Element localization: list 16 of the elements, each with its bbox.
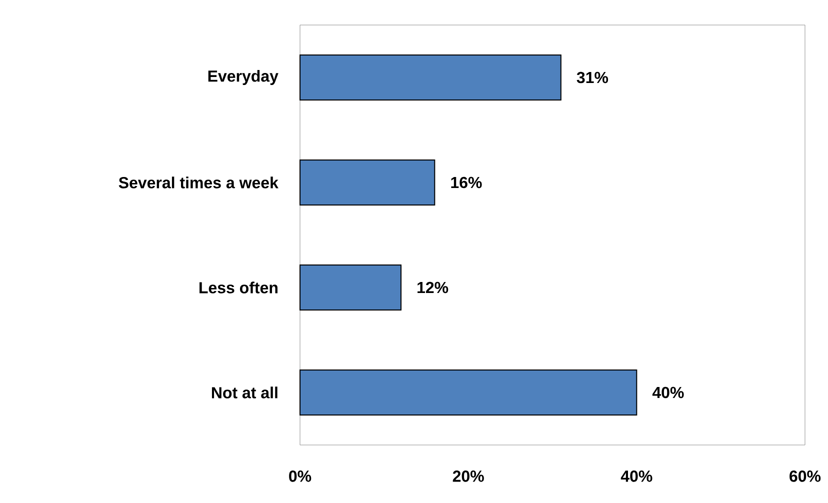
- y-tick-label: Less often: [200, 282, 278, 294]
- x-tick-label: 40%: [620, 470, 652, 482]
- bar: [300, 54, 562, 100]
- bar: [300, 264, 402, 310]
- data-label: 16%: [451, 176, 482, 188]
- y-tick-label: Everyday: [208, 70, 278, 85]
- y-tick-label: Several times a week: [118, 176, 278, 188]
- data-label: 40%: [652, 386, 684, 398]
- data-label: 12%: [418, 282, 448, 294]
- x-tick-label: 60%: [790, 470, 821, 482]
- x-tick-label: 0%: [289, 470, 312, 482]
- bar: [300, 369, 638, 416]
- bar: [300, 160, 436, 206]
- x-tick-label: 20%: [452, 470, 484, 482]
- y-tick-label: Not at all: [212, 386, 278, 398]
- data-label: 31%: [576, 72, 608, 84]
